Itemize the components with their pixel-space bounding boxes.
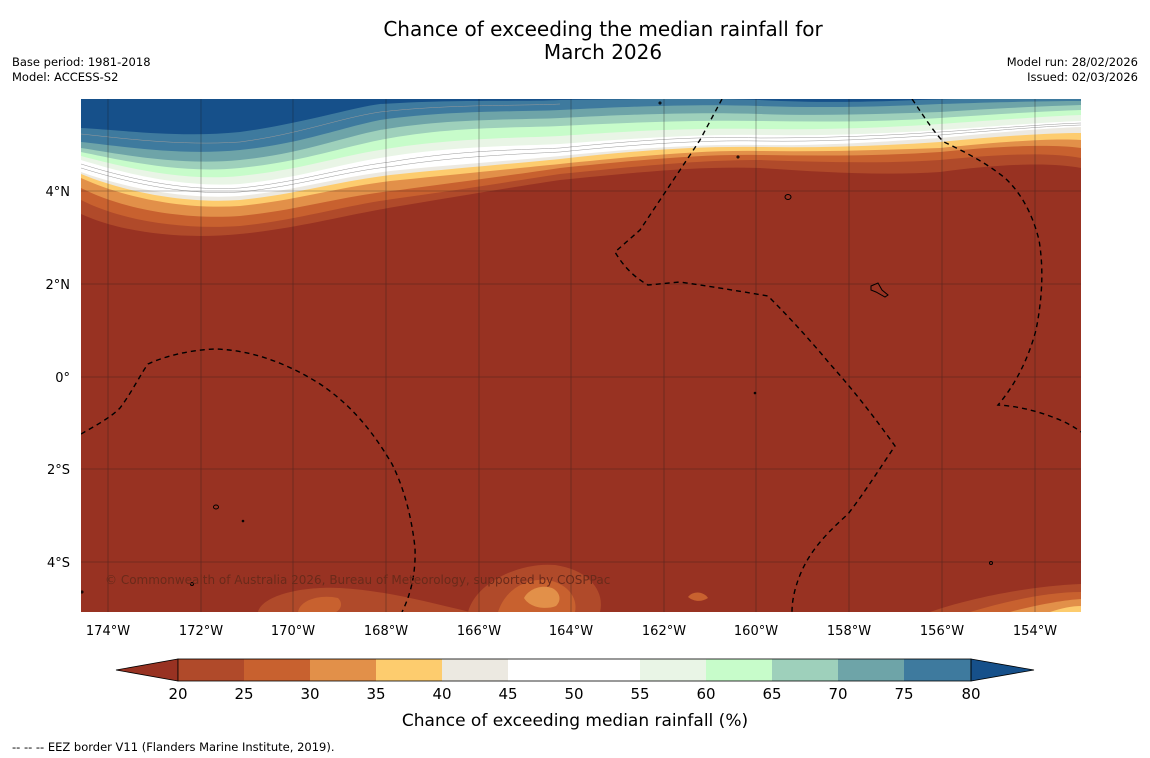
- islands: [81, 101, 993, 594]
- colorbar-segment: [904, 659, 971, 681]
- island-outline: [213, 504, 219, 510]
- colorbar-segment: [310, 659, 376, 681]
- lat-tick-label: 4°N: [46, 185, 71, 200]
- colorbar-high-extension: [970, 658, 1035, 682]
- lon-tick-label: 174°W: [86, 624, 130, 639]
- colorbar-segment: [442, 659, 508, 681]
- meta-right: Model run: 28/02/2026 Issued: 02/03/2026: [1007, 55, 1138, 85]
- island-outline: [753, 391, 757, 395]
- colorbar-ticks: 20 25 30 35 40 45 50 55 60 65 70 75 80: [168, 685, 980, 703]
- colorbar-label: Chance of exceeding median rainfall (%): [402, 711, 748, 731]
- colorbar-tick-label: 60: [696, 685, 715, 703]
- colorbar-frame: [177, 658, 972, 682]
- colorbar-segment: [640, 659, 706, 681]
- colorbar-tick-label: 65: [762, 685, 781, 703]
- island-outline: [870, 282, 889, 298]
- lat-axis: 4°N 2°N 0° 2°S 4°S: [46, 185, 71, 571]
- colorbar-tick-label: 40: [432, 685, 451, 703]
- lon-tick-label: 158°W: [827, 624, 871, 639]
- lon-tick-label: 154°W: [1013, 624, 1057, 639]
- lon-tick-label: 164°W: [549, 624, 593, 639]
- colorbar-tick-label: 20: [168, 685, 187, 703]
- lon-tick-label: 170°W: [271, 624, 315, 639]
- colorbar-tick-label: 25: [234, 685, 253, 703]
- colorbar-segment: [376, 659, 442, 681]
- title-line-2: March 2026: [543, 40, 663, 64]
- colorbar-tick-label: 70: [828, 685, 847, 703]
- colorbar-segment: [574, 659, 640, 681]
- contour-lines: [81, 103, 1081, 193]
- lat-tick-label: 0°: [55, 371, 70, 386]
- colorbar-tick-label: 80: [961, 685, 980, 703]
- island-outline: [784, 194, 792, 200]
- eez-footnote: -- -- -- EEZ border V11 (Flanders Marine…: [12, 740, 335, 754]
- band-20: [81, 164, 1081, 612]
- colorbar-segment: [772, 659, 838, 681]
- island-outline: [736, 155, 740, 159]
- model-text: Model: ACCESS-S2: [12, 70, 119, 84]
- colorbar-segment: [706, 659, 772, 681]
- colorbar-segment: [244, 659, 310, 681]
- south-patch-small: [688, 592, 708, 601]
- island-outline: [190, 582, 194, 586]
- lon-tick-label: 160°W: [734, 624, 778, 639]
- issued-text: Issued: 02/03/2026: [1027, 70, 1138, 84]
- eez-border-left: [81, 348, 416, 612]
- island-outline: [241, 519, 245, 523]
- lat-tick-label: 2°N: [46, 278, 71, 293]
- colorbar-segment: [508, 659, 574, 681]
- map-title: Chance of exceeding the median rainfall …: [300, 18, 906, 64]
- model-run-text: Model run: 28/02/2026: [1006, 55, 1138, 69]
- eez-borders: [81, 99, 1081, 612]
- colorbar-tick-label: 45: [498, 685, 517, 703]
- copyright-text: © Commonwealth of Australia 2026, Bureau…: [105, 573, 610, 587]
- title-line-1: Chance of exceeding the median rainfall …: [383, 17, 823, 41]
- colorbar-tick-label: 35: [366, 685, 385, 703]
- south-patch-right-4: [1050, 606, 1081, 612]
- island-outline: [81, 590, 84, 594]
- island-outline: [658, 101, 662, 105]
- lon-tick-label: 172°W: [179, 624, 223, 639]
- island-outline: [989, 561, 993, 565]
- graticule: [81, 99, 1081, 612]
- colorbar-tick-label: 50: [564, 685, 583, 703]
- colorbar-segment: [178, 659, 244, 681]
- lon-tick-label: 156°W: [920, 624, 964, 639]
- lat-tick-label: 2°S: [47, 463, 70, 478]
- colorbar-low-extension: [115, 658, 179, 682]
- colorbar-tick-label: 30: [300, 685, 319, 703]
- colorbar-segments: [178, 659, 971, 681]
- map-panel: © Commonwealth of Australia 2026, Bureau…: [81, 99, 1081, 612]
- eez-border-mid: [614, 99, 896, 612]
- base-period-text: Base period: 1981-2018: [12, 55, 151, 69]
- meta-left: Base period: 1981-2018 Model: ACCESS-S2: [12, 55, 151, 85]
- eez-border-right: [911, 99, 1081, 433]
- lon-axis: 174°W 172°W 170°W 168°W 166°W 164°W 162°…: [86, 624, 1057, 639]
- colorbar-segment: [838, 659, 904, 681]
- lat-tick-label: 4°S: [47, 556, 70, 571]
- lon-tick-label: 168°W: [364, 624, 408, 639]
- lon-tick-label: 166°W: [457, 624, 501, 639]
- south-patch-left-inner: [298, 596, 342, 612]
- colorbar-tick-label: 55: [630, 685, 649, 703]
- colorbar-tick-label: 75: [894, 685, 913, 703]
- colorbar: 20 25 30 35 40 45 50 55 60 65 70 75 80 C…: [115, 658, 1035, 731]
- south-patch-mid-core: [524, 586, 560, 608]
- lon-tick-label: 162°W: [642, 624, 686, 639]
